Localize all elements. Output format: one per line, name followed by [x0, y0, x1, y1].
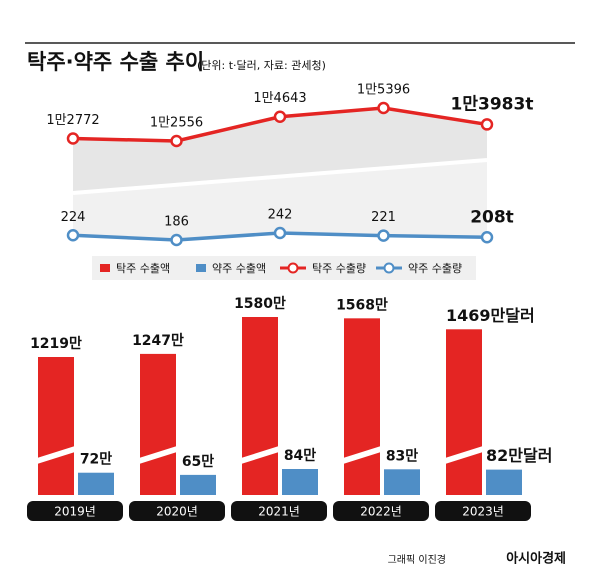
data-label: 208t: [470, 207, 514, 227]
data-label: 83만: [386, 448, 418, 464]
line-point: [377, 101, 390, 115]
legend-swatch: [383, 262, 395, 274]
legend-swatch: [287, 262, 299, 274]
data-label: 84만: [284, 448, 316, 464]
year-pill: [435, 501, 531, 521]
bar-break: [37, 446, 75, 464]
credit-source: 아시아경제: [506, 551, 566, 567]
data-label: 1580만: [234, 296, 286, 312]
line-point: [170, 233, 183, 247]
x-tick-label: 2020년: [156, 505, 198, 519]
bar: [282, 469, 318, 495]
bar: [384, 469, 420, 495]
bar: [78, 472, 114, 495]
year-pill: [129, 501, 225, 521]
shaded-band-lower: [73, 160, 487, 240]
line-point: [170, 134, 183, 148]
data-label: 82만달러: [486, 446, 552, 465]
legend-label: 약주 수출액: [212, 261, 266, 275]
line-point: [66, 132, 80, 145]
band-divider: [72, 158, 488, 195]
year-pill: [333, 501, 429, 521]
legend-label: 탁주 수출액: [116, 262, 170, 275]
data-label: 72만: [80, 452, 112, 468]
subtitle: (단위: t·달러, 자료: 관세청): [197, 59, 326, 72]
bar-break: [445, 446, 483, 464]
data-label: 242: [268, 208, 293, 223]
bar-break: [139, 446, 177, 464]
line-point: [273, 226, 287, 240]
bar: [180, 474, 216, 495]
data-label: 186: [164, 215, 189, 230]
legend-label: 약주 수출량: [408, 261, 462, 275]
x-tick-label: 2022년: [360, 505, 402, 519]
data-label: 1만4643: [253, 91, 306, 106]
legend-label: 탁주 수출량: [312, 262, 366, 275]
bar: [38, 357, 74, 495]
legend-swatch: [196, 264, 206, 272]
bar: [140, 353, 176, 495]
data-label: 1만2556: [150, 116, 203, 131]
data-label: 65만: [182, 454, 214, 470]
bar: [446, 329, 482, 495]
x-tick-label: 2023년: [462, 505, 504, 519]
data-label: 221: [371, 210, 396, 225]
line-point: [273, 110, 287, 123]
x-tick-label: 2021년: [258, 505, 300, 519]
legend-swatch: [100, 264, 110, 272]
data-label: 1568만: [336, 297, 388, 313]
line-point: [480, 118, 494, 131]
year-pill: [27, 501, 123, 521]
bar-break: [241, 446, 279, 464]
line-point: [480, 231, 494, 244]
year-pill: [231, 501, 327, 521]
bar-break: [343, 446, 381, 464]
bar: [486, 469, 522, 495]
data-label: 1만5396: [357, 83, 410, 98]
data-label: 1219만: [30, 336, 82, 352]
bar: [344, 318, 380, 495]
data-label: 1469만달러: [446, 306, 535, 325]
x-tick-label: 2019년: [54, 505, 96, 519]
data-label: 1247만: [132, 333, 184, 349]
data-label: 1만2772: [46, 113, 99, 128]
data-label: 1만3983t: [451, 94, 534, 114]
bar: [242, 317, 278, 495]
line-point: [377, 229, 390, 242]
data-label: 224: [61, 210, 86, 225]
line-point: [66, 229, 80, 242]
title: 탁주·약주 수출 추이: [27, 50, 204, 74]
credit-author: 그래픽 이진경: [388, 553, 446, 566]
